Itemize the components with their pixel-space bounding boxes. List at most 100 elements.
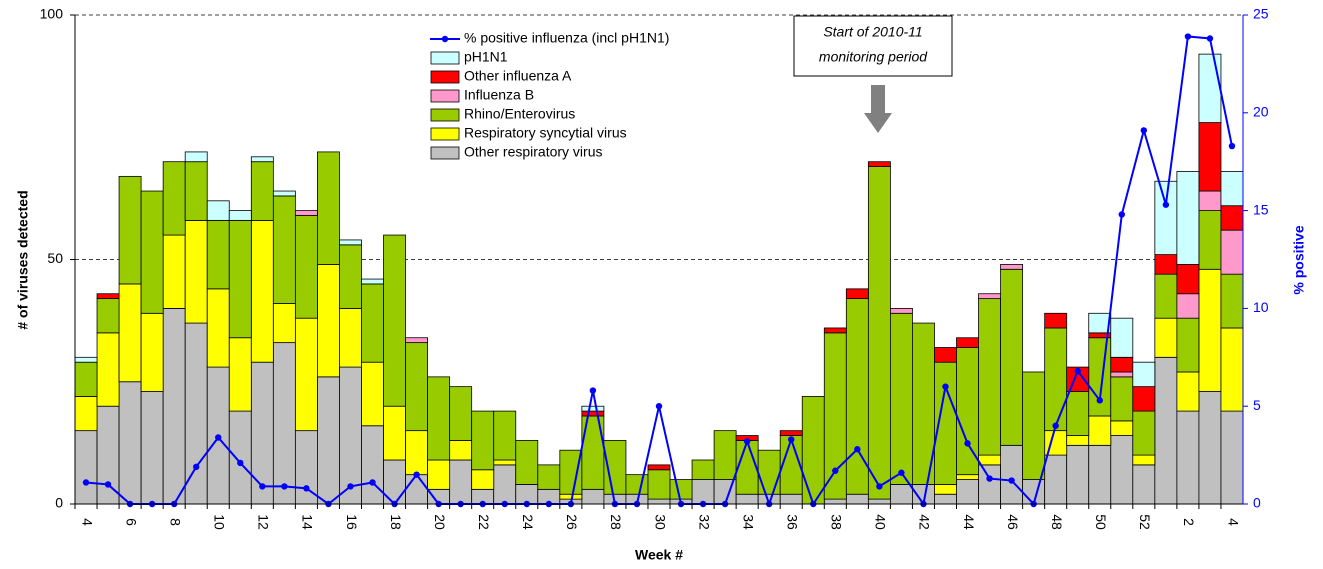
bar-segment — [250, 361, 274, 505]
bar-segment — [427, 459, 451, 490]
bar-segment — [581, 410, 605, 417]
bar-segment — [272, 190, 296, 197]
bar-segment — [140, 312, 164, 392]
line-marker — [104, 481, 112, 488]
x-tick-label: 20 — [432, 514, 448, 530]
bar-segment — [272, 195, 296, 304]
bar-segment — [162, 234, 186, 309]
bar-segment — [845, 493, 869, 505]
line-marker — [413, 471, 420, 478]
bar-segment — [1198, 190, 1222, 211]
legend-label: Respiratory syncytial virus — [464, 125, 627, 141]
bar-segment — [1154, 356, 1178, 505]
legend-swatch — [430, 70, 460, 84]
bar-segment — [96, 298, 120, 334]
bar-segment — [118, 283, 142, 383]
x-tick-label: 28 — [608, 514, 624, 530]
bar-segment — [647, 469, 671, 500]
bar-segment — [405, 342, 429, 432]
bar-segment — [978, 464, 1001, 505]
x-tick-label: 14 — [300, 514, 316, 530]
x-tick-label: 30 — [652, 514, 668, 530]
annotation-arrow — [864, 85, 892, 133]
bar-segment — [1066, 435, 1090, 446]
line-marker — [347, 483, 354, 490]
x-tick-label: 12 — [256, 514, 272, 530]
bar-segment — [1110, 371, 1134, 378]
bar-segment — [294, 215, 318, 319]
x-tick-label: 18 — [388, 514, 404, 530]
y2-tick-label: 10 — [1253, 299, 1269, 315]
y2-tick-label: 15 — [1253, 201, 1269, 217]
bar-segment — [1088, 337, 1112, 417]
bar-segment — [559, 449, 583, 495]
x-tick-label: 6 — [123, 518, 139, 526]
bar-segment — [74, 396, 98, 432]
legend-swatch — [430, 108, 460, 122]
bar-segment — [537, 464, 561, 490]
line-marker — [743, 438, 751, 445]
y-axis-title: # of viruses detected — [15, 190, 31, 329]
line-marker — [237, 459, 244, 467]
y2-tick-label: 0 — [1253, 495, 1261, 511]
y2-tick-label: 25 — [1253, 6, 1269, 22]
bar-segment — [272, 342, 296, 505]
bar-segment — [449, 440, 473, 461]
bar-segment — [956, 474, 979, 480]
bar-segment — [471, 410, 495, 471]
line-marker — [1118, 211, 1125, 218]
bar-segment — [934, 484, 957, 495]
legend-label: Other influenza A — [464, 68, 572, 84]
bar-segment — [339, 307, 362, 368]
bar-segment — [1132, 454, 1156, 466]
bar-segment — [250, 219, 274, 363]
bar-segment — [1220, 205, 1244, 231]
bar-segment — [1000, 263, 1024, 270]
bar-segment — [1132, 410, 1156, 456]
bar-segment — [647, 464, 671, 471]
bar-segment — [339, 244, 362, 309]
line-marker — [193, 463, 200, 471]
bar-segment — [1088, 444, 1112, 505]
bar-segment — [96, 293, 120, 300]
bar-segment — [96, 405, 120, 505]
annotation-box — [793, 15, 953, 77]
x-tick-label: 10 — [212, 514, 228, 530]
bar-segment — [294, 210, 318, 216]
bar-segment — [823, 332, 847, 500]
line-marker — [303, 485, 310, 492]
bar-segment — [647, 498, 671, 505]
line-marker — [832, 467, 839, 474]
legend-marker — [441, 35, 449, 43]
bar-segment — [1110, 356, 1134, 373]
line-marker — [589, 387, 597, 394]
bar-segment — [184, 151, 208, 163]
bar-segment — [625, 474, 649, 495]
bar-segment — [493, 459, 517, 466]
bar-segment — [1110, 317, 1134, 358]
bar-segment — [956, 479, 979, 505]
x-tick-label: 4 — [1225, 518, 1241, 526]
line-marker — [82, 479, 90, 486]
bar-segment — [978, 298, 1001, 456]
bar-segment — [735, 440, 759, 495]
line-marker — [215, 434, 222, 441]
bar-segment — [1176, 410, 1200, 505]
annotation-text: monitoring period — [819, 49, 928, 65]
bar-segment — [735, 493, 759, 505]
line-marker — [942, 383, 949, 390]
bar-segment — [228, 410, 252, 505]
bar-segment — [1132, 361, 1156, 388]
line-marker — [655, 403, 663, 410]
bar-segment — [184, 322, 208, 505]
bar-segment — [1220, 410, 1244, 505]
bar-segment — [889, 312, 913, 485]
legend-swatch — [430, 146, 460, 160]
bar-segment — [74, 430, 98, 505]
bar-segment — [867, 498, 891, 505]
bar-segment — [1154, 317, 1178, 358]
x-tick-label: 50 — [1093, 514, 1109, 530]
bar-segment — [978, 454, 1001, 466]
bar-segment — [1220, 171, 1244, 207]
line-marker — [876, 483, 883, 490]
